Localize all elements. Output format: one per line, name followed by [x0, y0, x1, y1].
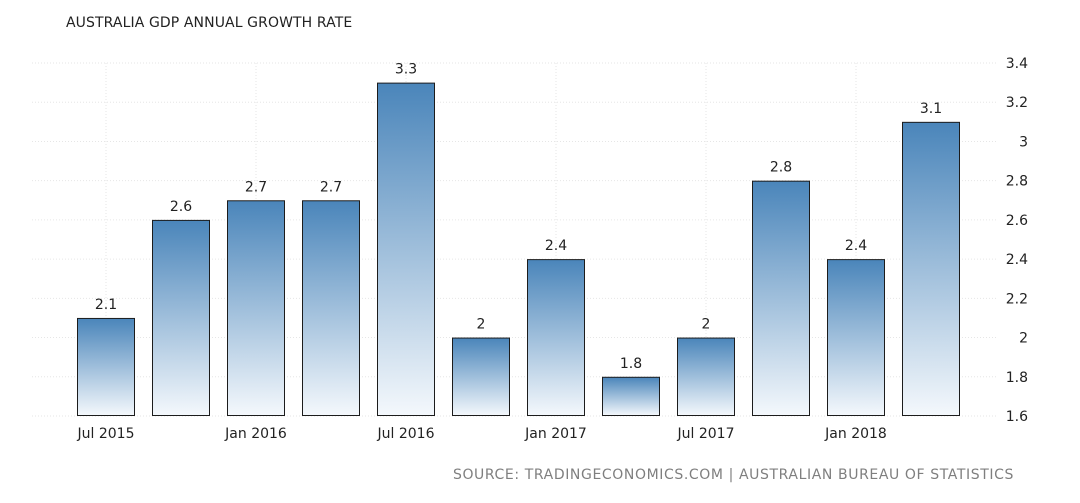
data-label: 2.7: [245, 179, 267, 195]
chart-source: SOURCE: TRADINGECONOMICS.COM | AUSTRALIA…: [452, 467, 1014, 483]
y-tick-label: 1.8: [1006, 370, 1028, 386]
data-label: 2.4: [545, 238, 567, 254]
y-tick-label: 2.2: [1006, 291, 1028, 307]
data-label: 1.8: [620, 356, 642, 372]
bar: [152, 219, 210, 416]
x-tick-label: Jul 2017: [677, 426, 735, 442]
bar: [452, 337, 510, 416]
bar: [677, 337, 735, 416]
y-axis-ticks: 1.6 1.8 2 2.2 2.4 2.6 2.8 3 3.2 3.4: [1006, 56, 1028, 425]
x-tick-label: Jul 2015: [77, 426, 135, 442]
bar: [827, 259, 885, 416]
bars: [77, 82, 960, 417]
data-label: 2: [702, 317, 711, 333]
bar: [902, 121, 960, 416]
bar: [527, 259, 585, 416]
y-tick-label: 1.6: [1006, 409, 1028, 425]
x-tick-label: Jan 2016: [224, 426, 287, 442]
bar: [377, 82, 435, 416]
data-label: 2.8: [770, 160, 792, 176]
y-tick-label: 2.6: [1006, 213, 1028, 229]
x-tick-label: Jan 2017: [524, 426, 587, 442]
data-label: 2.1: [95, 297, 117, 313]
bar: [602, 376, 660, 416]
y-tick-label: 3.2: [1006, 95, 1028, 111]
chart-title: AUSTRALIA GDP ANNUAL GROWTH RATE: [66, 15, 353, 31]
y-tick-label: 2: [1019, 331, 1028, 347]
x-tick-label: Jul 2016: [377, 426, 435, 442]
data-label: 3.1: [920, 101, 942, 117]
x-tick-label: Jan 2018: [824, 426, 887, 442]
y-tick-label: 2.4: [1006, 252, 1028, 268]
data-label: 2.4: [845, 238, 867, 254]
data-labels: 2.1 2.6 2.7 2.7 3.3 2 2.4 1.8 2 2.8 2.4 3.1: [95, 62, 942, 372]
data-label: 3.3: [395, 62, 417, 78]
bar: [302, 200, 360, 416]
y-tick-label: 3: [1019, 134, 1028, 150]
data-label: 2: [477, 317, 486, 333]
y-tick-label: 2.8: [1006, 174, 1028, 190]
data-label: 2.6: [170, 199, 192, 215]
x-axis-ticks: Jul 2015 Jan 2016 Jul 2016 Jan 2017 Jul 2017…: [77, 426, 887, 442]
bar: [227, 200, 285, 416]
bar: [752, 180, 810, 416]
data-label: 2.7: [320, 179, 342, 195]
y-tick-label: 3.4: [1006, 56, 1028, 72]
bar: [77, 317, 135, 417]
